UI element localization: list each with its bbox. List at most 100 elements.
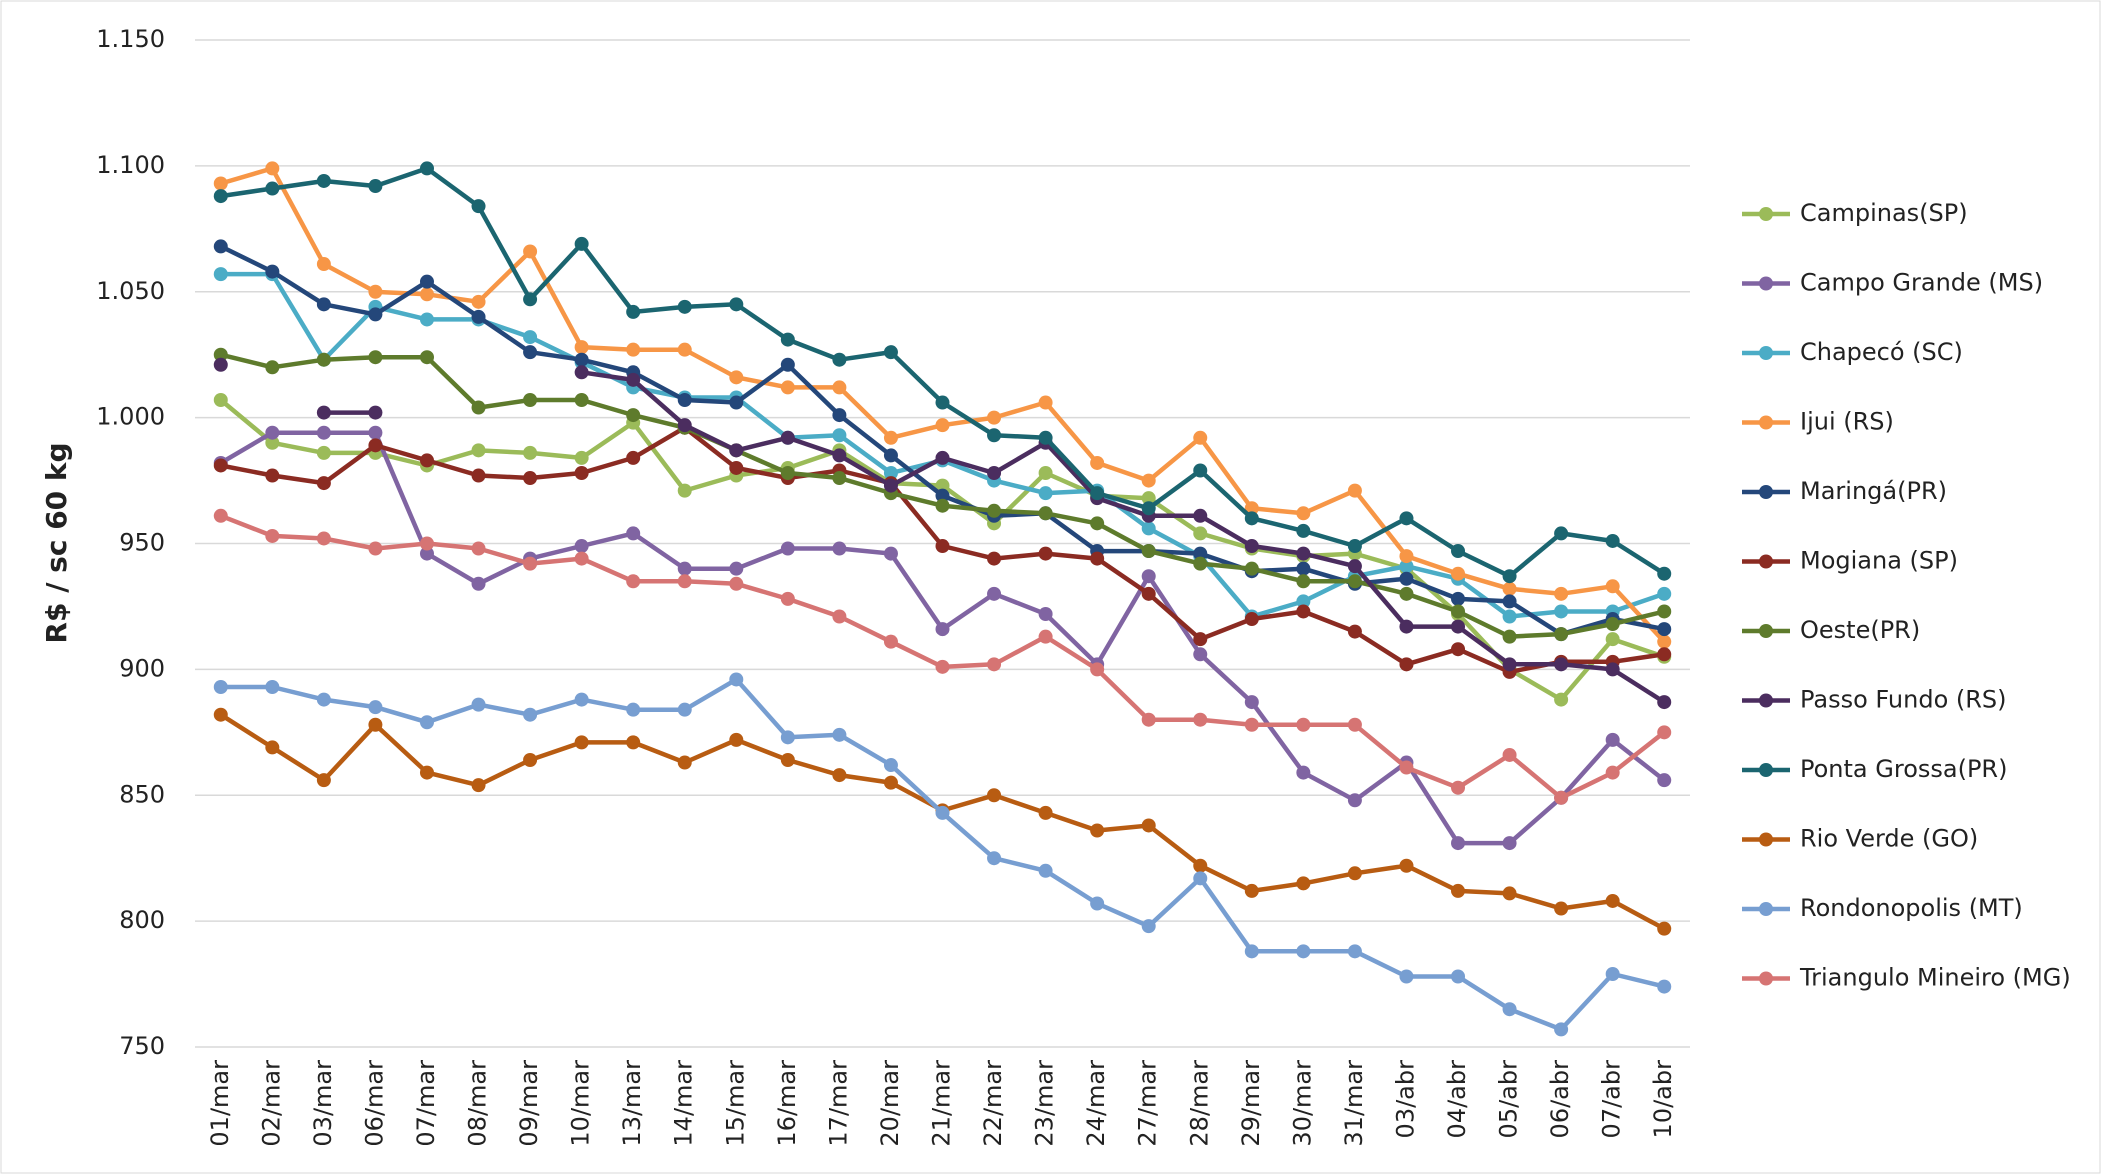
data-point — [316, 445, 331, 460]
data-point — [987, 503, 1002, 518]
data-point — [1193, 871, 1208, 886]
data-point — [1141, 544, 1156, 559]
y-tick-label: 750 — [119, 1032, 165, 1060]
data-point — [368, 307, 383, 322]
legend-marker — [1759, 276, 1773, 291]
data-point — [1399, 858, 1414, 873]
data-point — [1502, 657, 1517, 672]
data-point — [1657, 647, 1672, 662]
x-tick-label: 27/mar — [1134, 1060, 1162, 1147]
legend-marker — [1759, 624, 1773, 638]
x-tick-label: 31/mar — [1340, 1060, 1368, 1147]
data-point — [471, 468, 486, 483]
data-point — [1244, 539, 1259, 554]
data-point — [780, 753, 795, 768]
data-point — [677, 574, 692, 589]
data-point — [316, 773, 331, 788]
data-point — [883, 345, 898, 360]
data-point — [1038, 395, 1053, 410]
legend-marker — [1759, 832, 1773, 847]
data-point — [1399, 559, 1414, 574]
data-point — [883, 430, 898, 445]
data-point — [1605, 632, 1620, 647]
data-point — [935, 659, 950, 674]
x-tick-label: 07/mar — [412, 1060, 440, 1147]
data-point — [1296, 604, 1311, 619]
data-point — [1657, 634, 1672, 649]
data-point — [1193, 508, 1208, 523]
y-tick-label: 1.150 — [96, 25, 165, 53]
data-point — [316, 476, 331, 491]
data-point — [471, 541, 486, 556]
y-tick-label: 800 — [119, 906, 165, 934]
data-point — [1657, 773, 1672, 788]
legend-label: Oeste(PR) — [1800, 616, 1920, 644]
y-tick-label: 950 — [119, 529, 165, 557]
data-point — [935, 498, 950, 513]
data-point — [471, 400, 486, 415]
data-point — [1605, 765, 1620, 780]
data-point — [265, 425, 280, 440]
data-point — [1038, 430, 1053, 445]
data-point — [316, 531, 331, 546]
data-point — [265, 468, 280, 483]
data-point — [677, 702, 692, 717]
legend-marker — [1759, 902, 1773, 916]
x-tick-label: 05/abr — [1495, 1060, 1523, 1139]
data-point — [1244, 561, 1259, 576]
data-point — [574, 466, 589, 481]
data-point — [1347, 483, 1362, 498]
data-point — [1038, 863, 1053, 878]
y-axis-title: R$ / sc 60 kg — [40, 442, 73, 643]
x-tick-label: 17/mar — [824, 1060, 852, 1147]
data-point — [883, 466, 898, 481]
data-point — [574, 393, 589, 408]
x-tick-label: 02/mar — [257, 1060, 285, 1147]
data-point — [265, 528, 280, 543]
data-point — [1296, 523, 1311, 538]
data-point — [987, 410, 1002, 425]
data-point — [574, 236, 589, 251]
data-point — [935, 539, 950, 554]
data-point — [213, 707, 228, 722]
data-point — [1554, 901, 1569, 916]
data-point — [832, 428, 847, 443]
data-point — [1502, 1002, 1517, 1017]
data-point — [935, 478, 950, 493]
data-point — [780, 541, 795, 556]
data-point — [1605, 579, 1620, 594]
y-tick-label: 900 — [119, 654, 165, 682]
data-point — [471, 697, 486, 712]
legend-marker — [1759, 346, 1773, 360]
data-point — [1296, 765, 1311, 780]
data-point — [1193, 430, 1208, 445]
data-point — [1657, 725, 1672, 740]
data-point — [1244, 883, 1259, 898]
data-point — [1038, 466, 1053, 481]
data-point — [419, 546, 434, 561]
data-point — [1193, 463, 1208, 478]
legend-label: Campo Grande (MS) — [1800, 269, 2043, 297]
data-point — [1141, 569, 1156, 584]
data-point — [626, 526, 641, 541]
data-point — [419, 287, 434, 302]
data-point — [523, 753, 538, 768]
data-point — [1657, 586, 1672, 601]
data-point — [677, 561, 692, 576]
data-point — [1244, 612, 1259, 627]
data-point — [1554, 627, 1569, 642]
data-point — [574, 551, 589, 566]
data-point — [213, 458, 228, 473]
legend-marker — [1759, 971, 1773, 986]
data-point — [1554, 604, 1569, 619]
x-tick-label: 16/mar — [773, 1060, 801, 1147]
data-point — [368, 541, 383, 556]
data-point — [1347, 539, 1362, 554]
data-point — [368, 405, 383, 420]
legend-label: Triangulo Mineiro (MG) — [1799, 964, 2071, 992]
data-point — [1090, 516, 1105, 531]
legend-label: Ponta Grossa(PR) — [1800, 755, 2007, 783]
data-point — [729, 297, 744, 312]
